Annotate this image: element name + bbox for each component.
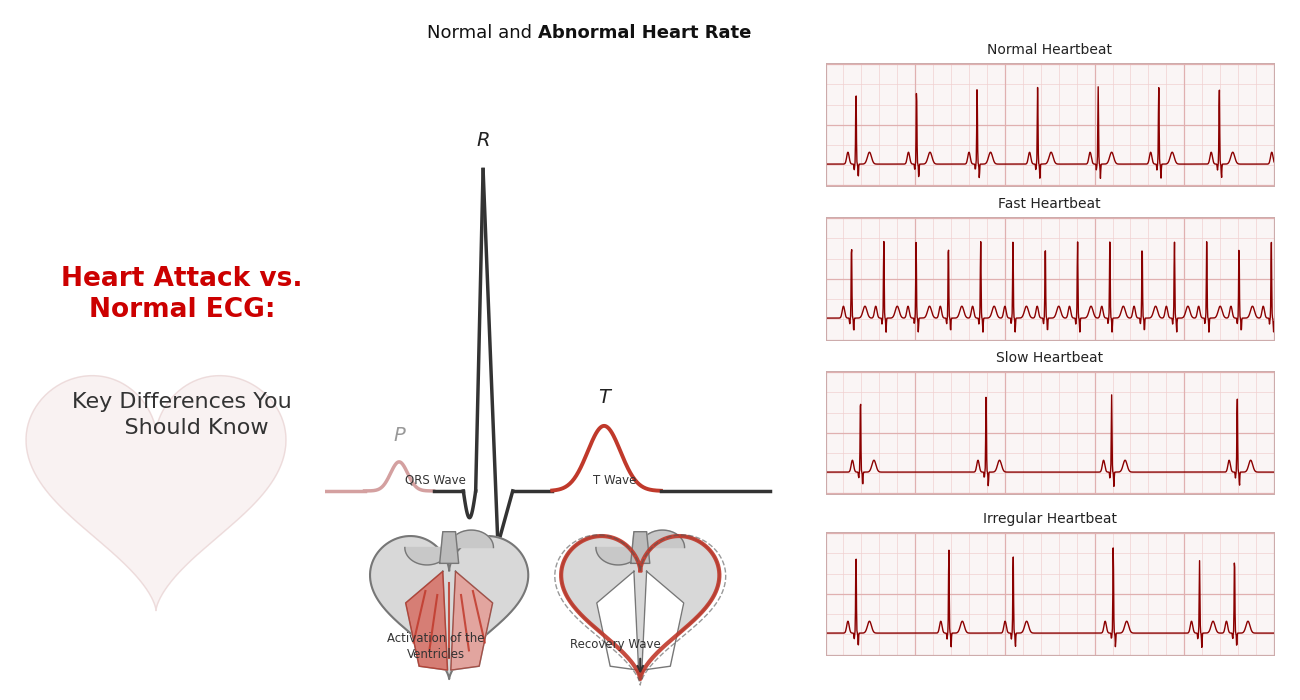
Text: S: S — [497, 568, 507, 585]
Text: Irregular Heartbeat: Irregular Heartbeat — [983, 512, 1117, 526]
Polygon shape — [630, 532, 650, 564]
Text: Heart Attack vs.
Normal ECG:: Heart Attack vs. Normal ECG: — [61, 266, 303, 323]
Text: Q: Q — [464, 537, 478, 555]
Text: Slow Heartbeat: Slow Heartbeat — [996, 351, 1104, 365]
Text: Activation of the
Ventricles: Activation of the Ventricles — [387, 633, 484, 662]
Polygon shape — [597, 571, 638, 670]
Polygon shape — [642, 571, 684, 670]
Text: Fast Heartbeat: Fast Heartbeat — [998, 197, 1101, 211]
Text: P: P — [393, 426, 406, 445]
Polygon shape — [406, 571, 447, 670]
Polygon shape — [451, 571, 493, 670]
Text: Key Differences You
    Should Know: Key Differences You Should Know — [72, 392, 292, 438]
Text: R: R — [476, 132, 490, 150]
Text: T: T — [598, 388, 610, 407]
Polygon shape — [439, 532, 459, 564]
Polygon shape — [562, 536, 719, 679]
Polygon shape — [640, 530, 685, 547]
Text: Recovery Wave: Recovery Wave — [569, 638, 660, 651]
Text: Abnormal Heart Rate: Abnormal Heart Rate — [538, 25, 751, 43]
Polygon shape — [404, 547, 450, 565]
Text: QRS Wave: QRS Wave — [406, 473, 465, 486]
Polygon shape — [450, 530, 494, 547]
Text: Normal and: Normal and — [428, 25, 538, 43]
Polygon shape — [406, 571, 447, 670]
Text: T Wave: T Wave — [593, 473, 637, 486]
Polygon shape — [370, 536, 528, 679]
Polygon shape — [451, 571, 493, 670]
Polygon shape — [26, 376, 286, 610]
Text: Normal Heartbeat: Normal Heartbeat — [987, 43, 1113, 57]
Polygon shape — [595, 547, 640, 565]
